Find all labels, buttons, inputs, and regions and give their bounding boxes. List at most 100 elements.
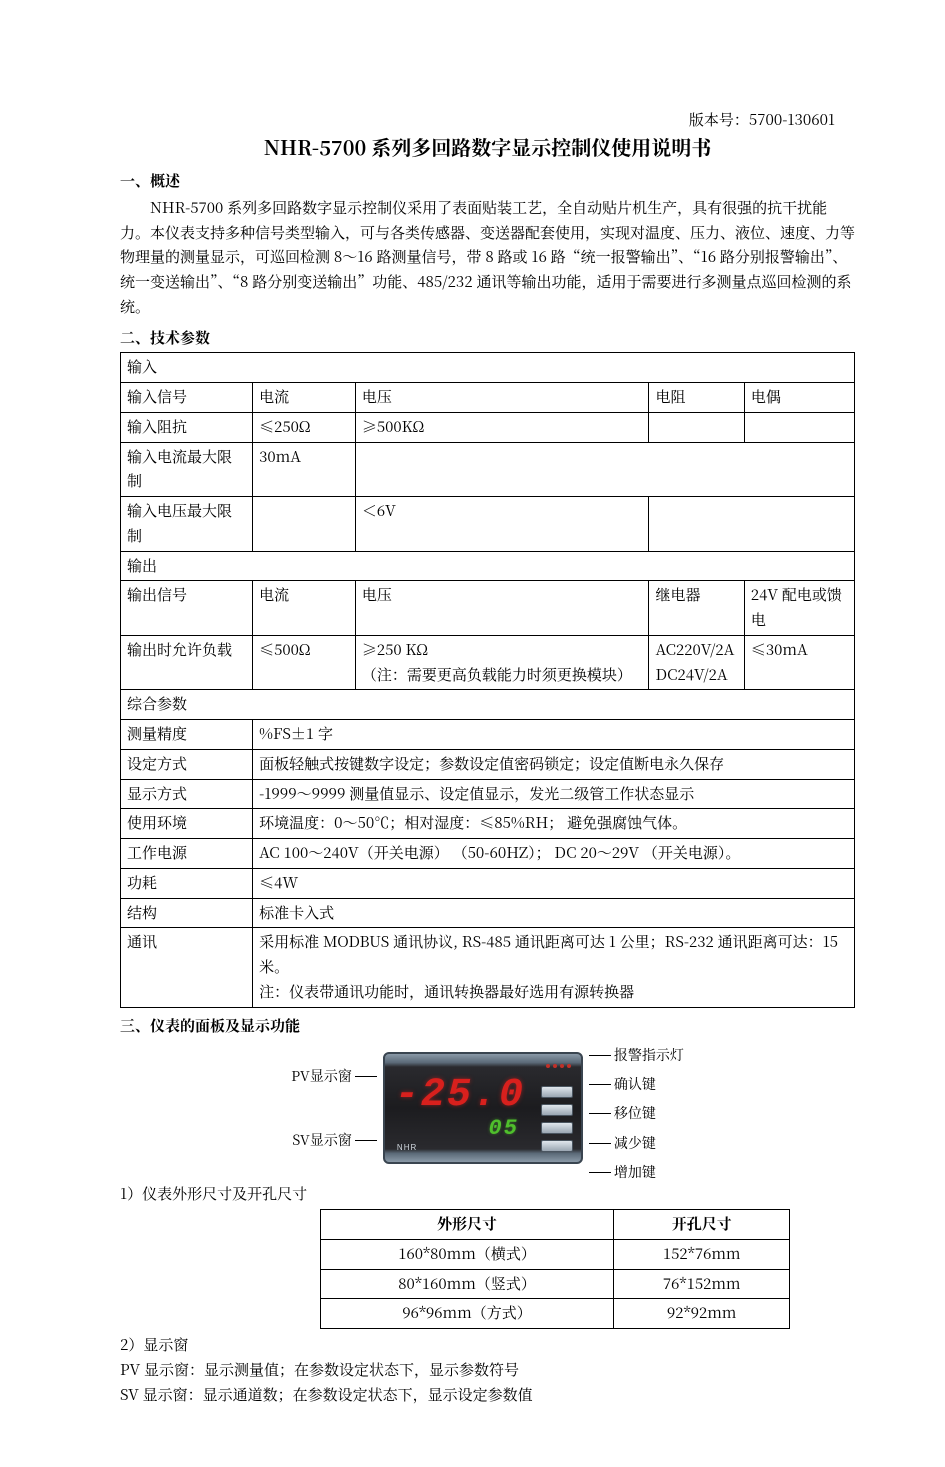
table-row: 输入信号 电流 电压 电阻 电偶 (121, 383, 855, 413)
cell: 电压 (355, 383, 649, 413)
input-section-label: 输入 (121, 353, 855, 383)
table-row: 结构 标准卡入式 (121, 898, 855, 928)
display-pv-line: PV 显示窗：显示测量值；在参数设定状态下，显示参数符号 (120, 1358, 855, 1383)
table-row: 测量精度 %FS±1 字 (121, 720, 855, 750)
cell: ≤500Ω (253, 635, 356, 690)
table-row: 设定方式 面板轻触式按键数字设定；参数设定值密码锁定；设定值断电永久保存 (121, 749, 855, 779)
output-section-label: 输出 (121, 551, 855, 581)
cell (649, 497, 855, 552)
confirm-button-icon (541, 1086, 573, 1098)
cell: 采用标准 MODBUS 通讯协议, RS-485 通讯距离可达 1 公里；RS-… (253, 928, 855, 1007)
table-row: 80*160mm（竖式） 76*152mm (321, 1269, 790, 1299)
cell: 152*76mm (614, 1239, 790, 1269)
section-1-heading: 一、概述 (120, 169, 855, 194)
alarm-led-label: 报警指示灯 (614, 1044, 684, 1067)
cell (355, 442, 854, 497)
cell: ≥250 KΩ （注：需要更高负载能力时须更换模块） (355, 635, 649, 690)
led-icon (553, 1064, 557, 1068)
cell: 继电器 (649, 581, 744, 636)
dimensions-heading: 1）仪表外形尺寸及开孔尺寸 (120, 1182, 855, 1207)
cell: 76*152mm (614, 1269, 790, 1299)
cell: 24V 配电或馈电 (744, 581, 854, 636)
cell: 设定方式 (121, 749, 253, 779)
cell: 标准卡入式 (253, 898, 855, 928)
cell: 显示方式 (121, 779, 253, 809)
led-icon (560, 1064, 564, 1068)
table-row: 输入电压最大限制 ＜6V (121, 497, 855, 552)
cell: 工作电源 (121, 839, 253, 869)
cell: 电偶 (744, 383, 854, 413)
cell: 输入电流最大限制 (121, 442, 253, 497)
cell: AC220V/2A DC24V/2A (649, 635, 744, 690)
table-row: 输出时允许负载 ≤500Ω ≥250 KΩ （注：需要更高负载能力时须更换模块）… (121, 635, 855, 690)
cell: 电流 (253, 383, 356, 413)
cell: 外形尺寸 (321, 1210, 614, 1240)
decrease-button-icon (541, 1122, 573, 1134)
pv-window-label: PV显示窗 (291, 1065, 352, 1088)
section-1-body: NHR-5700 系列多回路数字显示控制仪采用了表面贴装工艺，全自动贴片机生产，… (120, 196, 855, 320)
cell: 环境温度：0～50℃；相对湿度：≤85%RH； 避免强腐蚀气体。 (253, 809, 855, 839)
version-prefix: 版本号： (689, 109, 749, 130)
version-number: 5700-130601 (749, 109, 835, 130)
dimensions-table: 外形尺寸 开孔尺寸 160*80mm（横式） 152*76mm 80*160mm… (320, 1209, 790, 1329)
cell: 电阻 (649, 383, 744, 413)
led-icon (567, 1064, 571, 1068)
table-row: 工作电源 AC 100～240V（开关电源） （50-60HZ）； DC 20～… (121, 839, 855, 869)
device-figure: PV显示窗 SV显示窗 -25.0 05 (120, 1044, 855, 1172)
cell: ＜6V (355, 497, 649, 552)
general-section-label: 综合参数 (121, 690, 855, 720)
table-row: 通讯 采用标准 MODBUS 通讯协议, RS-485 通讯距离可达 1 公里；… (121, 928, 855, 1007)
document-page: 版本号：5700-130601 NHR-5700 系列多回路数字显示控制仪使用说… (0, 0, 945, 1467)
cell: -1999～9999 测量值显示、设定值显示，发光二级管工作状态显示 (253, 779, 855, 809)
cell: 输入电压最大限制 (121, 497, 253, 552)
confirm-button-label: 确认键 (614, 1073, 656, 1096)
cell (649, 412, 744, 442)
table-row: 160*80mm（横式） 152*76mm (321, 1239, 790, 1269)
cell: 30mA (253, 442, 356, 497)
cell: 结构 (121, 898, 253, 928)
table-row: 使用环境 环境温度：0～50℃；相对湿度：≤85%RH； 避免强腐蚀气体。 (121, 809, 855, 839)
decrease-button-label: 减少键 (614, 1132, 656, 1155)
table-row: 功耗 ≤4W (121, 868, 855, 898)
cell (744, 412, 854, 442)
cell: ≤4W (253, 868, 855, 898)
cell: 使用环境 (121, 809, 253, 839)
cell: 输入信号 (121, 383, 253, 413)
cell: 输出信号 (121, 581, 253, 636)
device-logo: NHR (397, 1141, 417, 1154)
cell: 功耗 (121, 868, 253, 898)
cell: 80*160mm（竖式） (321, 1269, 614, 1299)
table-row: 显示方式 -1999～9999 测量值显示、设定值显示，发光二级管工作状态显示 (121, 779, 855, 809)
table-row: 96*96mm（方式） 92*92mm (321, 1299, 790, 1329)
page-title: NHR-5700 系列多回路数字显示控制仪使用说明书 (120, 130, 855, 163)
shift-button-icon (541, 1104, 573, 1116)
display-sv-line: SV 显示窗：显示通道数；在参数设定状态下，显示设定参数值 (120, 1383, 855, 1408)
section-2-heading: 二、技术参数 (120, 326, 855, 351)
tech-spec-table: 输入 输入信号 电流 电压 电阻 电偶 输入阻抗 ≤250Ω ≥500KΩ 输入… (120, 352, 855, 1007)
device-panel: -25.0 05 (383, 1052, 583, 1164)
cell: 输出时允许负载 (121, 635, 253, 690)
sv-window-label: SV显示窗 (292, 1129, 352, 1152)
figure-left-legend: PV显示窗 SV显示窗 (291, 1058, 377, 1158)
cell: %FS±1 字 (253, 720, 855, 750)
cell: 96*96mm（方式） (321, 1299, 614, 1329)
cell: ≤250Ω (253, 412, 356, 442)
cell: 电压 (355, 581, 649, 636)
table-row: 外形尺寸 开孔尺寸 (321, 1210, 790, 1240)
cell (253, 497, 356, 552)
pv-display: -25.0 (395, 1076, 525, 1116)
increase-button-label: 增加键 (614, 1161, 656, 1184)
led-icon (546, 1064, 550, 1068)
table-row: 输出信号 电流 电压 继电器 24V 配电或馈电 (121, 581, 855, 636)
shift-button-label: 移位键 (614, 1102, 656, 1125)
cell: ≤30mA (744, 635, 854, 690)
sv-display: 05 (395, 1118, 525, 1140)
cell: 160*80mm（横式） (321, 1239, 614, 1269)
cell: 92*92mm (614, 1299, 790, 1329)
cell: 测量精度 (121, 720, 253, 750)
cell: 通讯 (121, 928, 253, 1007)
cell: 面板轻触式按键数字设定；参数设定值密码锁定；设定值断电永久保存 (253, 749, 855, 779)
alarm-led-row (531, 1064, 573, 1068)
cell: 开孔尺寸 (614, 1210, 790, 1240)
cell: AC 100～240V（开关电源） （50-60HZ）； DC 20～29V （… (253, 839, 855, 869)
